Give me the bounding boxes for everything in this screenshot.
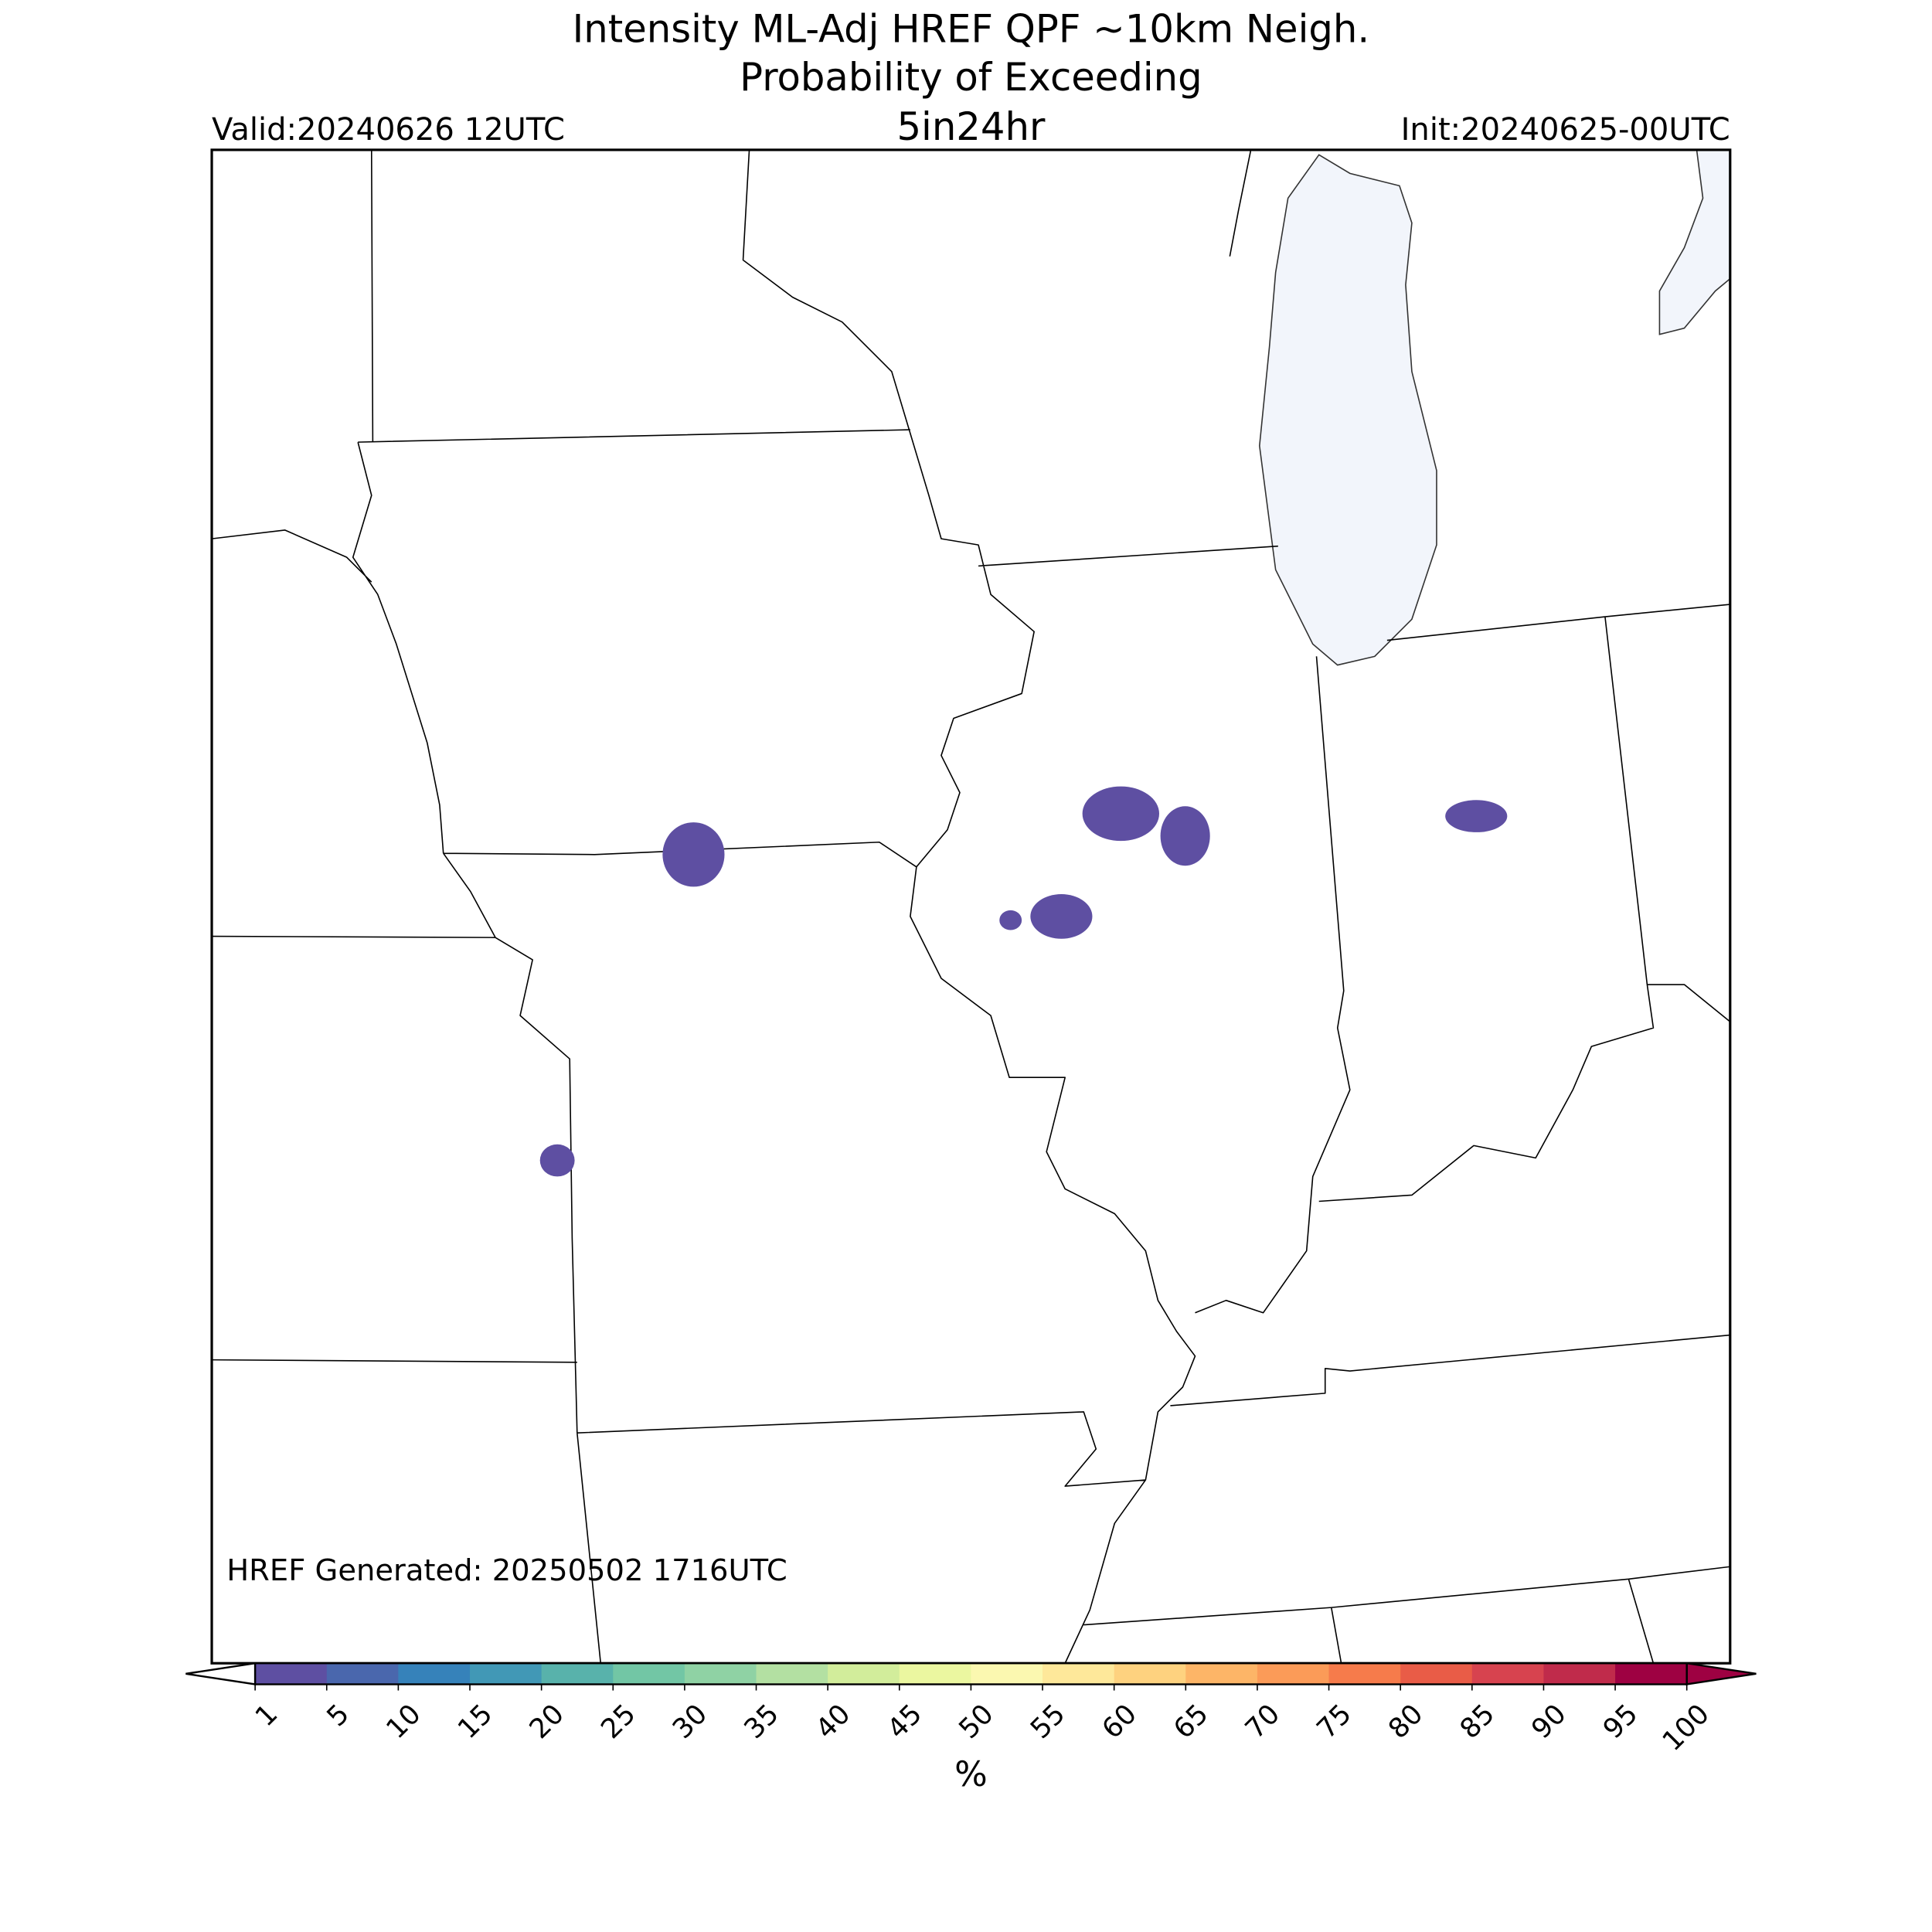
map: HREF Generated: 20250502 1716UTC: [210, 148, 1732, 1665]
colorbar-tick-label: 10: [380, 1698, 427, 1745]
prob-area: [1160, 806, 1210, 866]
colorbar-under: [185, 1662, 257, 1685]
colorbar-bin: [1043, 1663, 1115, 1685]
colorbar-bin: [326, 1663, 400, 1685]
prob-area: [1030, 894, 1093, 939]
colorbar-over: [1685, 1662, 1757, 1685]
colorbar-tick-label: 5: [321, 1698, 355, 1733]
colorbar-bin: [1328, 1663, 1401, 1685]
colorbar-tick-label: 35: [738, 1698, 785, 1745]
colorbar-tick-label: 1: [250, 1698, 284, 1733]
valid-time: Valid:20240626 12UTC: [212, 112, 565, 148]
colorbar-bin: [1543, 1663, 1616, 1685]
colorbar-tick-label: 45: [881, 1698, 928, 1745]
colorbar-tick-label: 95: [1597, 1698, 1645, 1745]
title-line: Intensity ML-Adj HREF QPF ~10km Neigh.: [573, 6, 1369, 51]
colorbar-tick-label: 70: [1239, 1698, 1286, 1745]
colorbar-bin: [1471, 1663, 1545, 1685]
colorbar-bin: [828, 1663, 900, 1685]
colorbar-bin: [684, 1663, 757, 1685]
colorbar-bin: [470, 1663, 543, 1685]
lake-huron: [1658, 149, 1731, 335]
colorbar-bin: [1185, 1663, 1258, 1685]
colorbar-bin: [1257, 1663, 1330, 1685]
colorbar-label: %: [954, 1753, 988, 1794]
colorbar-bin: [1114, 1663, 1187, 1685]
colorbar-tick-label: 90: [1526, 1698, 1573, 1745]
colorbar: 1 5 10 15 20 25 30 35 40 45 50 55 60 65 70 75 80 85 90 95 10…: [185, 1662, 1757, 1794]
lake-michigan: [1259, 154, 1437, 666]
colorbar-tick-label: 100: [1656, 1698, 1716, 1757]
colorbar-bin: [1400, 1663, 1473, 1685]
colorbar-bin: [1615, 1663, 1688, 1685]
colorbar-tick-label: 75: [1311, 1698, 1358, 1745]
colorbar-tick-label: 30: [666, 1698, 713, 1745]
prob-area: [539, 1144, 575, 1177]
prob-area: [1445, 800, 1508, 832]
colorbar-tick-label: 65: [1168, 1698, 1215, 1745]
colorbar-bin: [398, 1663, 471, 1685]
colorbar-tick-label: 20: [523, 1698, 570, 1745]
colorbar-tick-label: 55: [1025, 1698, 1072, 1745]
prob-area: [999, 910, 1022, 930]
colorbar-tick-label: 50: [953, 1698, 1000, 1745]
colorbar-bin: [541, 1663, 614, 1685]
colorbar-tick-label: 60: [1096, 1698, 1143, 1745]
title-line: 5in24hr: [896, 104, 1046, 149]
colorbar-frame: [253, 1662, 1688, 1685]
colorbar-bin: [756, 1663, 828, 1685]
colorbar-bin: [899, 1663, 972, 1685]
probability-areas: [539, 786, 1508, 1177]
colorbar-bin: [971, 1663, 1043, 1685]
map-frame: [210, 148, 1732, 1665]
prob-area: [662, 822, 725, 887]
prob-area: [1082, 786, 1159, 842]
colorbar-tick-label: 15: [452, 1698, 499, 1745]
title-line: Probability of Exceeding: [740, 55, 1202, 100]
colorbar-bin: [613, 1663, 685, 1685]
colorbar-tick-label: 80: [1383, 1698, 1430, 1745]
colorbar-tick-label: 85: [1454, 1698, 1501, 1745]
borders: [211, 149, 1731, 1664]
colorbar-tick-label: 25: [595, 1698, 642, 1745]
generated-time: HREF Generated: 20250502 1716UTC: [226, 1553, 787, 1588]
init-time: Init:20240625-00UTC: [1401, 112, 1730, 148]
colorbar-tick-label: 40: [810, 1698, 857, 1745]
colorbar-bin: [255, 1663, 328, 1685]
